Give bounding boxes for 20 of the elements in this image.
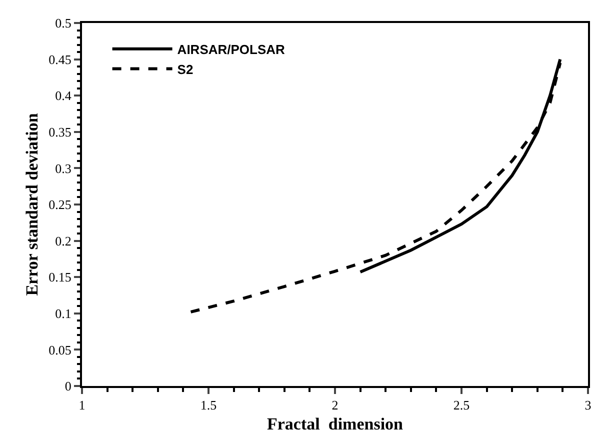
y-axis-title: Error standard deviation (22, 112, 42, 296)
y-tick-label: 0.35 (48, 124, 72, 140)
y-tick-label: 0.15 (48, 270, 72, 285)
y-tick-label: 0.5 (55, 16, 72, 31)
legend-label: AIRSAR/POLSAR (177, 42, 286, 57)
y-tick-label: 0.3 (55, 160, 72, 176)
x-tick-label: 2.5 (453, 398, 470, 413)
x-tick-label: 1.5 (200, 398, 217, 413)
x-axis-title: Fractal dimension (267, 414, 404, 434)
y-tick-label: 0.2 (55, 233, 72, 248)
x-tick-label: 3 (584, 398, 592, 413)
y-tick-label: 0.4 (55, 88, 72, 104)
x-tick-label: 1 (78, 398, 86, 413)
y-tick-label: 0 (64, 378, 72, 394)
x-tick-label: 2 (332, 398, 338, 413)
y-tick-label: 0.1 (55, 306, 72, 321)
y-tick-label: 0.05 (48, 342, 72, 358)
y-tick-label: 0.45 (48, 52, 72, 67)
legend-label: S2 (177, 62, 194, 77)
y-tick-label: 0.25 (48, 197, 72, 212)
